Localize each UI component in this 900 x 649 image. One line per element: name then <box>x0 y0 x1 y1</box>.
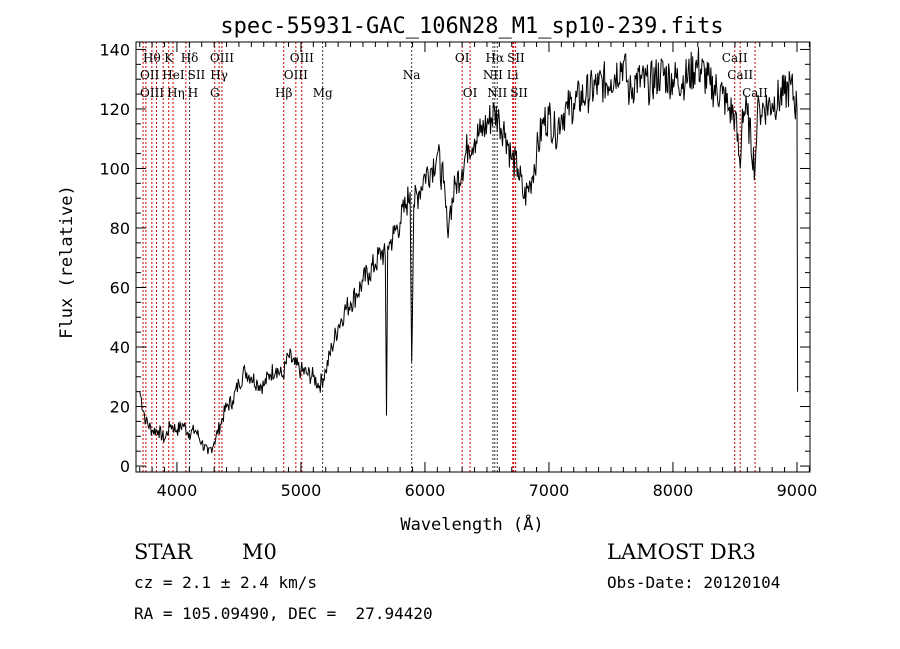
spectral-line-label: SII <box>507 51 525 65</box>
spectral-line-label: CaII <box>722 51 748 65</box>
spectrum-line <box>139 47 799 455</box>
y-tick-label: 20 <box>110 398 130 417</box>
survey-name: LAMOST DR3 <box>607 540 756 564</box>
spectral-line-label: SII <box>510 86 528 100</box>
spectral-line-label: OIII <box>140 86 164 100</box>
x-tick-label: 9000 <box>777 481 818 500</box>
spectral-line-label: HeI <box>162 68 185 82</box>
spectral-line-label: CaII <box>727 68 753 82</box>
x-tick-label: 6000 <box>405 481 446 500</box>
spectral-line-label: Hθ <box>143 51 161 65</box>
y-tick-label: 100 <box>99 159 130 178</box>
y-tick-label: 120 <box>99 100 130 119</box>
plot-frame <box>135 41 811 473</box>
spectral-line-label: Mg <box>313 86 333 100</box>
y-tick-label: 140 <box>99 40 130 59</box>
spectral-line-label: OI <box>463 86 478 100</box>
redshift-cz: cz = 2.1 ± 2.4 km/s <box>134 573 318 592</box>
x-axis-label: Wavelength (Å) <box>400 513 543 535</box>
y-tick-label: 40 <box>110 338 130 357</box>
spectral-line-label: Hγ <box>210 68 228 82</box>
spectral-line-label: OIII <box>284 68 308 82</box>
spectral-line-label: G <box>210 86 220 100</box>
spectral-line-label: Hα <box>486 51 505 65</box>
spectral-line-label: Na <box>403 68 421 82</box>
chart-title: spec-55931-GAC_106N28_M1_sp10-239.fits <box>220 14 723 39</box>
spectral-line-label: OIII <box>210 51 234 65</box>
spectral-line-label: H <box>188 86 198 100</box>
spectral-line-label: CaII <box>742 86 768 100</box>
spectral-line-label: OII <box>140 68 160 82</box>
spectral-line-label: SII <box>188 68 206 82</box>
spectral-line-label: Hβ <box>275 86 292 100</box>
y-tick-label: 0 <box>120 457 130 476</box>
spectral-line-label: NII <box>483 68 503 82</box>
y-tick-label: 60 <box>110 279 130 298</box>
spectral-line-label: OI <box>455 51 470 65</box>
spectral-line-label: Li <box>507 68 519 82</box>
obs-date: Obs-Date: 20120104 <box>607 573 781 592</box>
spectral-line-label: Hδ <box>181 51 199 65</box>
x-tick-label: 8000 <box>653 481 694 500</box>
coordinates: RA = 105.09490, DEC = 27.94420 <box>134 604 433 623</box>
spectral-line-label: K <box>164 51 174 65</box>
subclass: M0 <box>242 540 277 564</box>
spectral-line-label: NII <box>487 86 507 100</box>
y-tick-label: 80 <box>110 219 130 238</box>
x-tick-label: 4000 <box>157 481 198 500</box>
x-tick-label: 7000 <box>529 481 570 500</box>
y-axis-label: Flux (relative) <box>57 185 77 339</box>
x-tick-label: 5000 <box>281 481 322 500</box>
object-class: STAR <box>134 540 193 564</box>
spectral-line-label: OIII <box>290 51 314 65</box>
spectral-line-label: Hη <box>167 86 185 100</box>
